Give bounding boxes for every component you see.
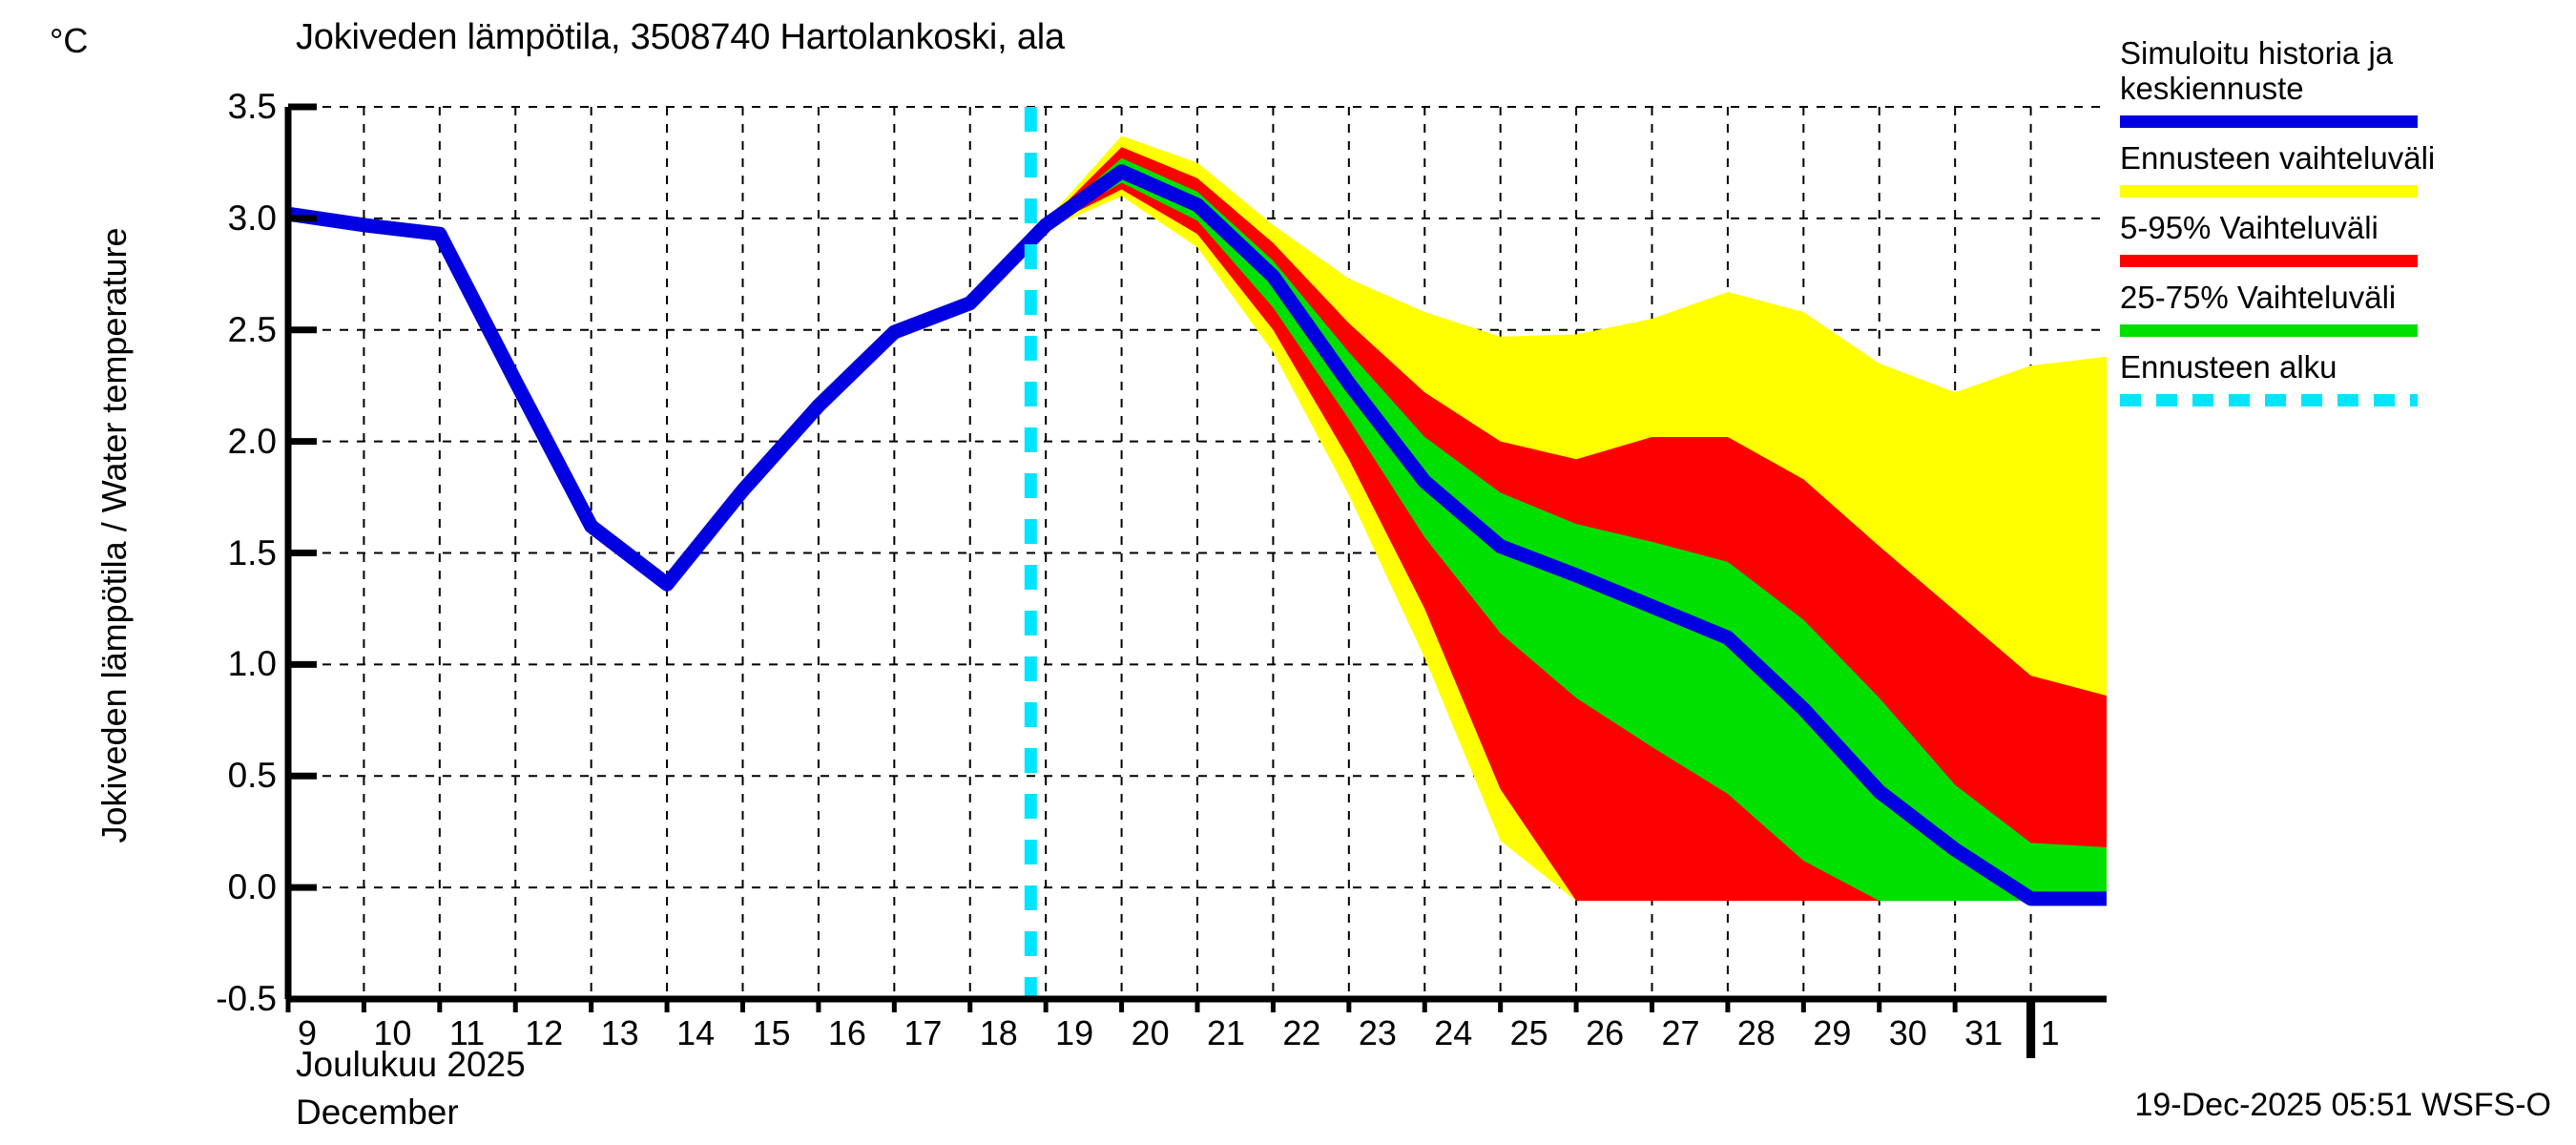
x-tick-label: 27 [1661,1013,1700,1052]
x-tick-label: 9 [298,1013,318,1052]
legend-label: 25-75% Vaihteluväli [2120,279,2397,315]
x-tick-label: 26 [1586,1013,1625,1052]
legend-item-range-25-75: 25-75% Vaihteluväli [2120,279,2568,337]
x-tick-label: 11 [448,1013,486,1052]
x-tick-label: 10 [373,1013,412,1052]
x-tick-label: 22 [1282,1013,1321,1052]
y-tick-label: 0.0 [227,867,277,907]
legend-item-range-5-95: 5-95% Vaihteluväli [2120,209,2568,267]
legend-swatch-forecast-start [2120,393,2418,406]
legend-label: Ennusteen vaihteluväli [2120,139,2436,176]
x-tick-label: 29 [1813,1013,1852,1052]
x-tick-label: 1 [2040,1013,2060,1052]
legend-item-forecast-range: Ennusteen vaihteluväli [2120,139,2568,198]
legend-label: 5-95% Vaihteluväli [2120,209,2379,245]
legend: Simuloitu historia ja keskiennuste Ennust… [2120,35,2568,420]
x-tick-label: 19 [1055,1013,1094,1052]
y-tick-label: 3.5 [227,87,277,126]
x-tick-label: 24 [1434,1013,1473,1052]
unit-label: °C [50,21,89,60]
legend-swatch-forecast-range [2120,184,2418,198]
legend-swatch-range-25-75 [2120,323,2418,337]
x-tick-label: 20 [1131,1013,1170,1052]
y-tick-label: 2.5 [227,309,277,349]
y-tick-label: -0.5 [216,979,277,1018]
x-tick-label: 31 [1964,1013,2004,1052]
legend-swatch-range-5-95 [2120,254,2418,267]
y-axis-ticks: 3.5 3.0 2.5 2.0 1.5 1.0 0.5 0.0 -0.5 [143,0,277,1145]
legend-item-simulated-history-mean-forecast: Simuloitu historia ja keskiennuste [2120,35,2568,128]
x-tick-label: 23 [1358,1013,1397,1052]
legend-swatch-simulated-history-mean-forecast [2120,114,2418,128]
x-tick-label: 13 [600,1013,639,1052]
y-tick-label: 1.5 [227,532,277,572]
y-tick-label: 3.0 [227,198,277,238]
legend-item-forecast-start: Ennusteen alku [2120,348,2568,406]
x-tick-label: 21 [1207,1013,1246,1052]
x-tick-label: 30 [1888,1013,1927,1052]
x-tick-label: 25 [1509,1013,1548,1052]
x-tick-label: 12 [525,1013,564,1052]
x-tick-label: 15 [752,1013,791,1052]
x-tick-label: 14 [676,1013,716,1052]
page-title: Jokiveden lämpötila, 3508740 Hartolankos… [296,17,1065,57]
x-tick-label: 16 [827,1013,866,1052]
month-label-en: December [296,1093,459,1132]
legend-label: Ennusteen alku [2120,348,2337,385]
y-tick-label: 0.5 [227,756,277,796]
y-tick-label: 2.0 [227,421,277,461]
x-tick-label: 18 [979,1013,1018,1052]
legend-label: Simuloitu historia ja keskiennuste [2120,35,2394,106]
x-tick-label: 17 [904,1013,943,1052]
footer-timestamp: 19-Dec-2025 05:51 WSFS-O [2134,1087,2551,1123]
x-tick-label: 28 [1736,1013,1776,1052]
month-label-fi: Joulukuu 2025 [296,1045,526,1084]
y-tick-label: 1.0 [227,644,277,684]
